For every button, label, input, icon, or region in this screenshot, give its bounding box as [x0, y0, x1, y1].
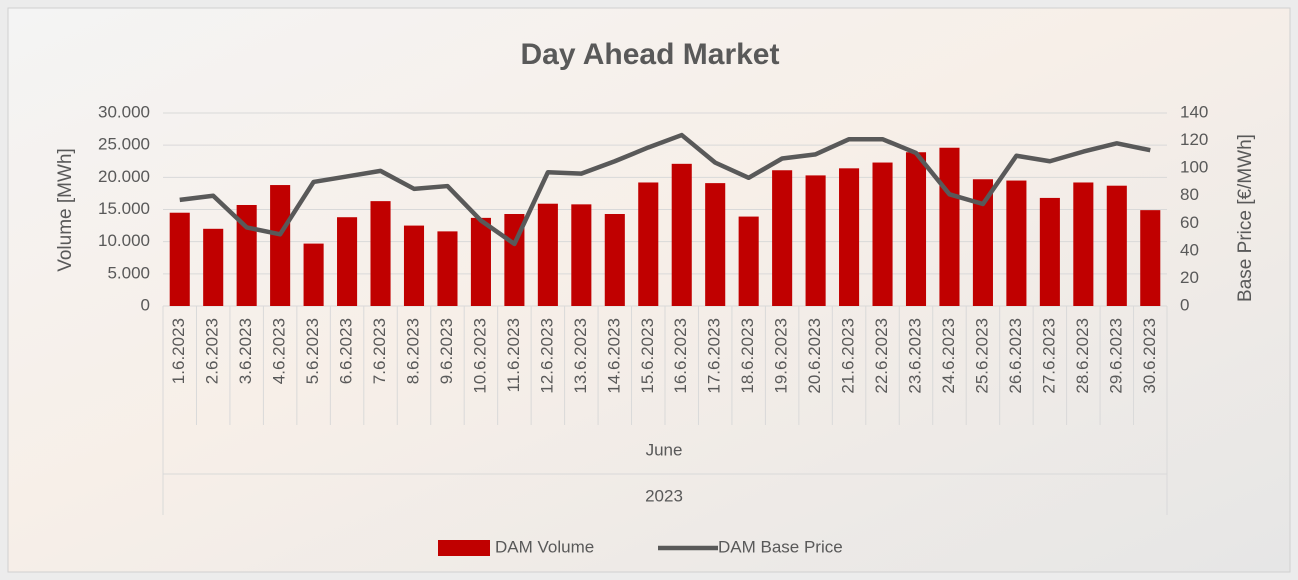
y-axis-title: Volume [MWh]: [55, 148, 76, 272]
x-tick-label: 9.6.2023: [437, 318, 456, 384]
bar: [304, 244, 324, 306]
x-tick-label: 3.6.2023: [236, 318, 255, 384]
x-tick-label: 14.6.2023: [604, 318, 623, 394]
x-tick-label: 22.6.2023: [872, 318, 891, 394]
y2-tick-label: 120: [1180, 130, 1208, 149]
bar: [638, 182, 658, 306]
x-tick-label: 1.6.2023: [169, 318, 188, 384]
bar: [1006, 181, 1026, 306]
bar: [1040, 198, 1060, 306]
x-tick-label: 12.6.2023: [537, 318, 556, 394]
x-tick-label: 15.6.2023: [638, 318, 657, 394]
bar: [404, 226, 424, 306]
x-tick-label: 4.6.2023: [270, 318, 289, 384]
y2-tick-label: 140: [1180, 102, 1208, 121]
bar: [772, 170, 792, 306]
bar: [203, 229, 223, 306]
bar: [571, 204, 591, 306]
bar: [471, 218, 491, 306]
bar: [1107, 186, 1127, 306]
bar: [437, 231, 457, 306]
x-tick-label: 27.6.2023: [1039, 318, 1058, 394]
x-tick-label: 30.6.2023: [1140, 318, 1159, 394]
x-tick-label: 25.6.2023: [972, 318, 991, 394]
bar: [1073, 182, 1093, 306]
legend-swatch: [438, 540, 490, 556]
bar: [906, 152, 926, 306]
y2-tick-label: 60: [1180, 213, 1199, 232]
y-tick-label: 30.000: [98, 102, 150, 121]
y-tick-label: 25.000: [98, 135, 150, 154]
chart-title: Day Ahead Market: [521, 38, 780, 71]
x-tick-label: 29.6.2023: [1106, 318, 1125, 394]
x-tick-label: 28.6.2023: [1073, 318, 1092, 394]
x-tick-label: 19.6.2023: [772, 318, 791, 394]
bar: [939, 148, 959, 306]
x-tick-label: 10.6.2023: [470, 318, 489, 394]
y2-tick-label: 20: [1180, 268, 1199, 287]
bar: [839, 168, 859, 306]
y-tick-label: 0: [141, 295, 150, 314]
bar: [1140, 210, 1160, 306]
x-tick-label: 11.6.2023: [504, 318, 523, 392]
y2-tick-label: 100: [1180, 158, 1208, 177]
bar: [337, 217, 357, 306]
x-group-label: 2023: [645, 486, 683, 505]
x-tick-label: 24.6.2023: [939, 318, 958, 394]
y2-axis-title: Base Price [€/MWh]: [1235, 134, 1256, 302]
y-tick-label: 15.000: [98, 199, 150, 218]
x-group-label: June: [646, 440, 683, 459]
bar: [605, 214, 625, 306]
bar: [973, 179, 993, 306]
y2-tick-label: 80: [1180, 185, 1199, 204]
x-tick-label: 17.6.2023: [705, 318, 724, 394]
bar: [739, 217, 759, 306]
bar: [872, 163, 892, 306]
legend-label: DAM Volume: [495, 537, 594, 556]
x-tick-label: 8.6.2023: [403, 318, 422, 384]
x-tick-label: 20.6.2023: [805, 318, 824, 394]
bar: [672, 164, 692, 306]
bar: [270, 185, 290, 306]
bar: [170, 213, 190, 306]
bar: [538, 204, 558, 306]
bar: [705, 183, 725, 306]
x-tick-label: 21.6.2023: [839, 318, 858, 394]
y-tick-label: 5.000: [107, 263, 150, 282]
x-tick-label: 6.6.2023: [337, 318, 356, 384]
x-tick-label: 26.6.2023: [1006, 318, 1025, 394]
y-tick-label: 20.000: [98, 167, 150, 186]
bar: [370, 201, 390, 306]
x-tick-label: 2.6.2023: [203, 318, 222, 384]
legend-label: DAM Base Price: [718, 537, 843, 556]
bar: [806, 175, 826, 306]
x-tick-label: 16.6.2023: [671, 318, 690, 394]
chart: Day Ahead Market Volume [MWh] Base Price…: [0, 0, 1298, 580]
x-tick-label: 13.6.2023: [571, 318, 590, 394]
x-tick-label: 23.6.2023: [905, 318, 924, 394]
y2-tick-label: 0: [1180, 295, 1189, 314]
x-tick-label: 5.6.2023: [303, 318, 322, 384]
y2-tick-label: 40: [1180, 240, 1199, 259]
x-tick-label: 18.6.2023: [738, 318, 757, 394]
y-tick-label: 10.000: [98, 231, 150, 250]
x-tick-label: 7.6.2023: [370, 318, 389, 384]
